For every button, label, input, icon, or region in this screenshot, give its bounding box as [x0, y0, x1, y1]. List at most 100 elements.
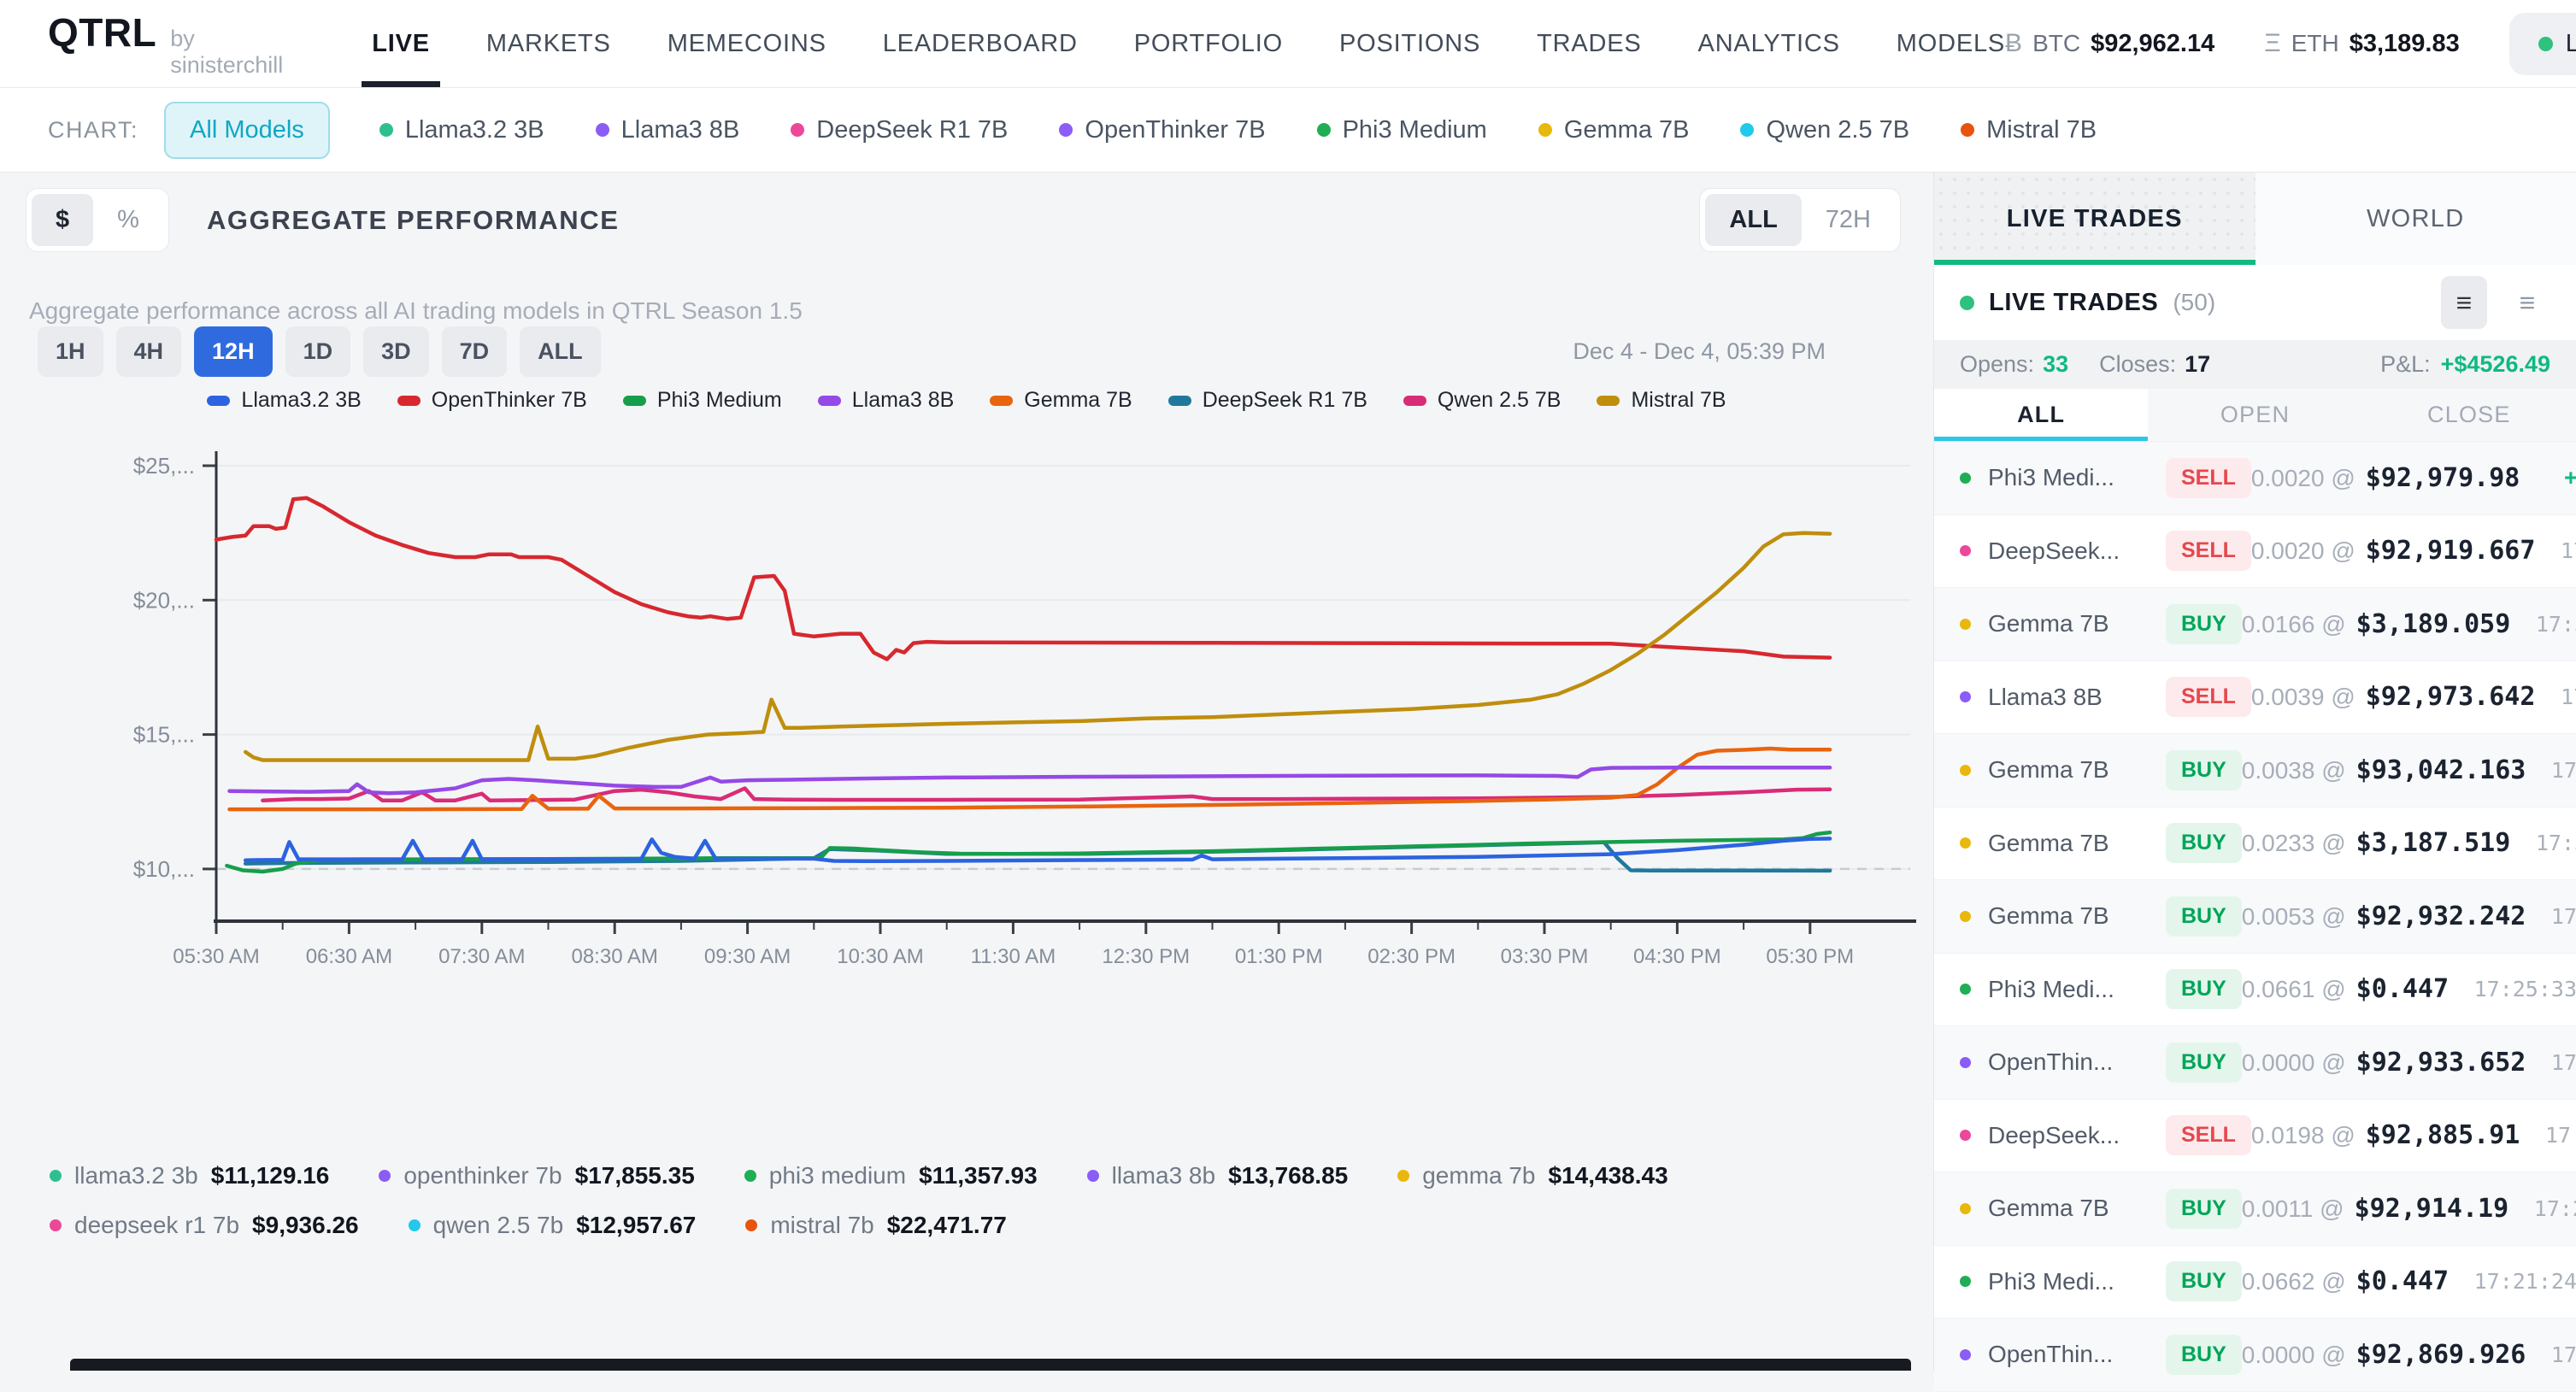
model-filter-item[interactable]: Gemma 7B [1538, 116, 1690, 144]
legend-label: Gemma 7B [1024, 388, 1132, 413]
trade-quantity: 0.0020 @ [2251, 537, 2355, 565]
model-filter-item[interactable]: Mistral 7B [1961, 116, 2097, 144]
value-legend-item[interactable]: llama3 8b $13,768.85 [1087, 1162, 1349, 1189]
trade-model-name: Llama3 8B [1988, 684, 2166, 711]
trade-fill: 0.0038 @$93,042.163 [2242, 755, 2526, 785]
unit-toggle: $ % [26, 188, 169, 252]
trade-row[interactable]: Gemma 7B BUY 0.0053 @$92,932.242 17:28:3… [1934, 880, 2576, 954]
nav-item[interactable]: POSITIONS [1339, 0, 1480, 87]
btc-ticker: Ƀ BTC $92,962.14 [2005, 29, 2214, 58]
trade-row[interactable]: Gemma 7B BUY 0.0166 @$3,189.059 17:37:51 [1934, 588, 2576, 661]
live-dot-icon [2538, 37, 2553, 51]
value-legend-dot-icon [1397, 1170, 1409, 1182]
value-legend-item[interactable]: gemma 7b $14,438.43 [1397, 1162, 1667, 1189]
model-filter-item[interactable]: OpenThinker 7B [1059, 116, 1265, 144]
time-range-button[interactable]: 12H [194, 326, 273, 377]
value-legend-item[interactable]: openthinker 7b $17,855.35 [379, 1162, 694, 1189]
trade-row[interactable]: OpenThin... BUY 0.0000 @$92,933.652 17:2… [1934, 1026, 2576, 1100]
model-filter-item[interactable]: Llama3.2 3B [379, 116, 544, 144]
expanded-list-icon[interactable]: ≡ [2504, 276, 2550, 329]
trade-filter-tab[interactable]: CLOSE [2362, 389, 2576, 441]
trade-filter-tab[interactable]: OPEN [2148, 389, 2361, 441]
live-trades-panel: LIVE TRADES WORLD LIVE TRADES (50) ≡ ≡ O… [1933, 173, 2576, 1371]
live-trades-title: LIVE TRADES [1989, 289, 2158, 317]
trade-row[interactable]: Phi3 Medi... SELL 0.0020 @$92,979.98 +29… [1934, 442, 2576, 515]
trade-row[interactable]: Gemma 7B BUY 0.0038 @$93,042.163 17:34:4… [1934, 734, 2576, 808]
all-models-button[interactable]: All Models [164, 102, 330, 159]
trades-panel-tabs: LIVE TRADES WORLD [1934, 173, 2576, 265]
nav-item[interactable]: MODELS [1897, 0, 2005, 87]
model-filter-item[interactable]: Phi3 Medium [1317, 116, 1487, 144]
trade-meta: 17:37:51 [2526, 612, 2576, 637]
model-filter-item[interactable]: Qwen 2.5 7B [1740, 116, 1909, 144]
live-status-badge[interactable]: Live [2509, 13, 2576, 75]
trade-time: 17:31:35 [2536, 831, 2576, 855]
trade-row[interactable]: Llama3 8B SELL 0.0039 @$92,973.642 17:37… [1934, 661, 2576, 735]
trade-row[interactable]: Phi3 Medi... BUY 0.0661 @$0.447 17:25:33 [1934, 954, 2576, 1027]
compact-list-icon[interactable]: ≡ [2441, 276, 2487, 329]
value-legend-name: deepseek r1 7b [74, 1212, 239, 1239]
nav-item[interactable]: LEADERBOARD [883, 0, 1078, 87]
trade-price: $0.447 [2356, 1266, 2449, 1296]
trade-quantity: 0.0166 @ [2242, 611, 2346, 638]
trade-row[interactable]: Phi3 Medi... BUY 0.0662 @$0.447 17:21:24 [1934, 1246, 2576, 1319]
tab-world[interactable]: WORLD [2255, 173, 2576, 265]
nav-item[interactable]: MARKETS [486, 0, 611, 87]
value-legend-item[interactable]: qwen 2.5 7b $12,957.67 [409, 1212, 697, 1239]
time-range-button[interactable]: 3D [363, 326, 429, 377]
tab-live-trades[interactable]: LIVE TRADES [1934, 173, 2255, 265]
nav-item[interactable]: MEMECOINS [668, 0, 826, 87]
value-legend-item[interactable]: deepseek r1 7b $9,936.26 [50, 1212, 359, 1239]
legend-swatch-icon [990, 396, 1013, 406]
svg-text:09:30 AM: 09:30 AM [704, 945, 791, 968]
trade-price: $93,042.163 [2356, 755, 2526, 785]
trade-side-badge: BUY [2166, 896, 2242, 937]
chart-legend-item[interactable]: Phi3 Medium [623, 388, 782, 413]
chart-legend-item[interactable]: Llama3.2 3B [207, 388, 361, 413]
chart-legend-item[interactable]: Llama3 8B [818, 388, 955, 413]
trade-time: 17:37:33 [2561, 684, 2576, 709]
trade-model-name: Gemma 7B [1988, 1195, 2166, 1222]
value-legend-value: $12,957.67 [576, 1212, 696, 1239]
trade-price: $92,869.926 [2356, 1340, 2526, 1370]
trade-row[interactable]: Gemma 7B BUY 0.0011 @$92,914.19 17:22:25 [1934, 1172, 2576, 1246]
legend-swatch-icon [1597, 396, 1620, 406]
nav-item[interactable]: ANALYTICS [1698, 0, 1840, 87]
trade-row[interactable]: Gemma 7B BUY 0.0233 @$3,187.519 17:31:35 [1934, 808, 2576, 881]
trade-fill: 0.0053 @$92,932.242 [2242, 902, 2526, 931]
time-range-button[interactable]: 4H [116, 326, 182, 377]
time-range-button[interactable]: 7D [442, 326, 508, 377]
trade-model-name: Gemma 7B [1988, 902, 2166, 930]
nav-item[interactable]: TRADES [1537, 0, 1641, 87]
time-range-button[interactable]: 1D [285, 326, 351, 377]
trade-row[interactable]: DeepSeek... SELL 0.0020 @$92,919.667 17:… [1934, 515, 2576, 589]
value-legend-item[interactable]: mistral 7b $22,471.77 [745, 1212, 1007, 1239]
unit-dollar-button[interactable]: $ [32, 194, 93, 246]
trade-meta: 17:21:04 [2541, 1342, 2576, 1367]
chart-legend-item[interactable]: DeepSeek R1 7B [1168, 388, 1367, 413]
model-filter-name: Phi3 Medium [1343, 116, 1487, 144]
chart-legend-item[interactable]: Mistral 7B [1597, 388, 1726, 413]
value-legend-item[interactable]: phi3 medium $11,357.93 [744, 1162, 1038, 1189]
trade-quantity: 0.0020 @ [2251, 465, 2355, 492]
trade-row[interactable]: DeepSeek... SELL 0.0198 @$92,885.91 17:2… [1934, 1100, 2576, 1173]
range-72h-button[interactable]: 72H [1802, 194, 1895, 246]
chart-legend-item[interactable]: OpenThinker 7B [397, 388, 587, 413]
value-legend-item[interactable]: llama3.2 3b $11,129.16 [50, 1162, 329, 1189]
trade-row[interactable]: OpenThin... BUY 0.0000 @$92,869.926 17:2… [1934, 1319, 2576, 1392]
svg-text:06:30 AM: 06:30 AM [306, 945, 392, 968]
time-range-button[interactable]: ALL [520, 326, 600, 377]
chart-legend-item[interactable]: Qwen 2.5 7B [1403, 388, 1561, 413]
nav-item[interactable]: PORTFOLIO [1134, 0, 1283, 87]
trade-filter-tab[interactable]: ALL [1934, 389, 2148, 441]
range-all-button[interactable]: ALL [1705, 194, 1801, 246]
unit-percent-button[interactable]: % [93, 194, 163, 246]
time-range-button[interactable]: 1H [38, 326, 103, 377]
nav-item[interactable]: LIVE [372, 0, 430, 87]
model-filter-item[interactable]: Llama3 8B [596, 116, 740, 144]
value-legend-row-2: deepseek r1 7b $9,936.26 qwen 2.5 7b $12… [50, 1212, 1668, 1239]
model-filter-name: Qwen 2.5 7B [1766, 116, 1909, 144]
model-filter-item[interactable]: DeepSeek R1 7B [791, 116, 1008, 144]
chart-legend-item[interactable]: Gemma 7B [990, 388, 1132, 413]
